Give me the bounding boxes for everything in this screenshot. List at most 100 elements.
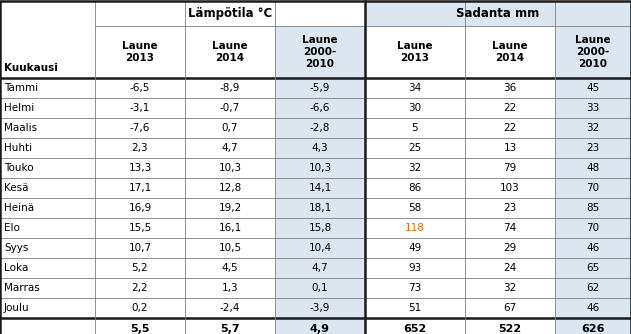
Bar (365, 178, 465, 198)
Bar (185, 98, 275, 118)
Text: 10,3: 10,3 (309, 163, 331, 173)
Text: 10,4: 10,4 (309, 243, 331, 253)
Text: 65: 65 (586, 263, 599, 273)
Bar (95, 198, 185, 218)
Bar (365, 238, 465, 258)
Text: Laune
2013: Laune 2013 (397, 41, 433, 63)
Bar (95, 238, 185, 258)
Bar (185, 278, 275, 298)
Text: 13: 13 (504, 143, 517, 153)
Text: 17,1: 17,1 (128, 183, 151, 193)
Bar (0, 78, 95, 98)
Bar (365, 98, 465, 118)
Bar (365, 198, 465, 218)
Bar (185, 298, 275, 318)
Text: 2,2: 2,2 (132, 283, 148, 293)
Bar (275, 238, 365, 258)
Text: Joulu: Joulu (4, 303, 30, 313)
Text: 22: 22 (504, 123, 517, 133)
Bar (365, 158, 465, 178)
Text: 5,5: 5,5 (130, 324, 150, 334)
Text: 10,5: 10,5 (218, 243, 242, 253)
Text: -2,8: -2,8 (310, 123, 330, 133)
Bar (185, 138, 275, 158)
Bar (185, 238, 275, 258)
Bar (275, 138, 365, 158)
Bar (465, 1, 555, 26)
Bar (555, 26, 631, 78)
Text: 73: 73 (408, 283, 422, 293)
Text: 86: 86 (408, 183, 422, 193)
Bar (185, 26, 275, 78)
Text: -6,5: -6,5 (130, 83, 150, 93)
Bar (365, 1, 465, 26)
Bar (185, 78, 275, 98)
Text: 4,7: 4,7 (221, 143, 239, 153)
Bar (555, 298, 631, 318)
Text: 33: 33 (586, 103, 599, 113)
Text: 85: 85 (586, 203, 599, 213)
Text: 93: 93 (408, 263, 422, 273)
Bar (275, 198, 365, 218)
Text: -6,6: -6,6 (310, 103, 330, 113)
Bar (185, 258, 275, 278)
Bar (365, 278, 465, 298)
Text: 626: 626 (581, 324, 604, 334)
Bar (0, 138, 95, 158)
Bar (465, 178, 555, 198)
Bar (95, 1, 185, 26)
Text: 652: 652 (403, 324, 427, 334)
Text: 0,7: 0,7 (221, 123, 239, 133)
Bar (365, 138, 465, 158)
Text: Laune
2000-
2010: Laune 2000- 2010 (302, 35, 338, 69)
Text: 19,2: 19,2 (218, 203, 242, 213)
Text: Huhti: Huhti (4, 143, 32, 153)
Bar (0, 278, 95, 298)
Text: Touko: Touko (4, 163, 33, 173)
Bar (555, 1, 631, 26)
Bar (185, 218, 275, 238)
Bar (0, 158, 95, 178)
Bar (555, 158, 631, 178)
Bar (275, 318, 365, 334)
Text: 74: 74 (504, 223, 517, 233)
Bar (95, 218, 185, 238)
Bar (275, 218, 365, 238)
Bar (95, 26, 185, 78)
Text: 5,7: 5,7 (220, 324, 240, 334)
Text: Elo: Elo (4, 223, 20, 233)
Text: 45: 45 (586, 83, 599, 93)
Bar (0, 178, 95, 198)
Bar (555, 238, 631, 258)
Text: 25: 25 (408, 143, 422, 153)
Bar (555, 178, 631, 198)
Text: 15,5: 15,5 (128, 223, 151, 233)
Bar (185, 318, 275, 334)
Text: -5,9: -5,9 (310, 83, 330, 93)
Text: 51: 51 (408, 303, 422, 313)
Bar (95, 78, 185, 98)
Text: 118: 118 (405, 223, 425, 233)
Bar (0, 198, 95, 218)
Text: 12,8: 12,8 (218, 183, 242, 193)
Text: 79: 79 (504, 163, 517, 173)
Bar (555, 318, 631, 334)
Text: 522: 522 (498, 324, 522, 334)
Text: Helmi: Helmi (4, 103, 34, 113)
Bar (555, 198, 631, 218)
Bar (465, 318, 555, 334)
Bar (555, 218, 631, 238)
Text: 1,3: 1,3 (221, 283, 239, 293)
Text: 46: 46 (586, 243, 599, 253)
Bar (465, 78, 555, 98)
Bar (275, 118, 365, 138)
Bar (275, 158, 365, 178)
Text: 16,9: 16,9 (128, 203, 151, 213)
Text: Laune
2014: Laune 2014 (492, 41, 528, 63)
Bar (465, 258, 555, 278)
Bar (0, 118, 95, 138)
Bar (95, 278, 185, 298)
Text: 46: 46 (586, 303, 599, 313)
Bar (465, 138, 555, 158)
Bar (0, 26, 95, 78)
